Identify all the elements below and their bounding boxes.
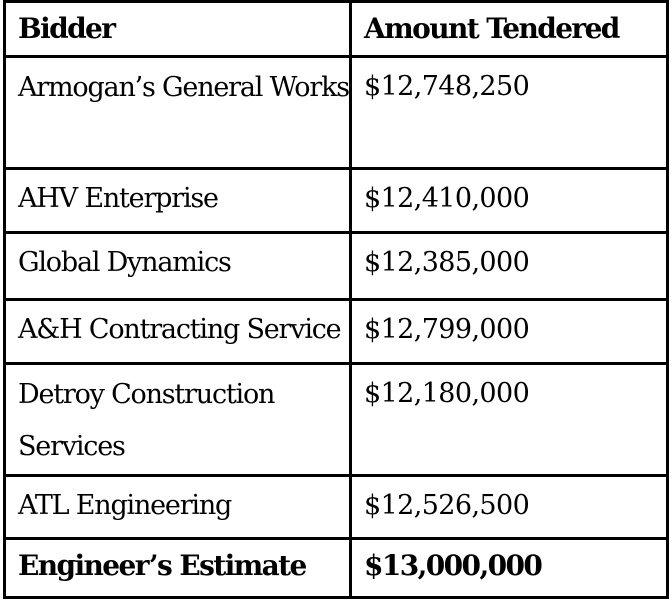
amount-cell: $12,748,250 (349, 55, 669, 171)
estimate-amount-cell: $13,000,000 (349, 537, 669, 599)
amount-cell: $12,799,000 (349, 298, 669, 366)
header-amount-tendered: Amount Tendered (349, 0, 669, 59)
table-row: Detroy Construction Services $12,180,000 (3, 362, 669, 477)
bidder-cell: ATL Engineering (3, 473, 352, 541)
bidder-cell: Armogan’s General Works (3, 55, 352, 171)
bidder-cell: Global Dynamics (3, 230, 352, 302)
table-total-row: Engineer’s Estimate $13,000,000 (3, 537, 669, 599)
table-row: AHV Enterprise $12,410,000 (3, 167, 669, 234)
bidder-cell: A&H Contracting Service (3, 298, 352, 366)
amount-cell: $12,410,000 (349, 167, 669, 234)
table-row: Global Dynamics $12,385,000 (3, 230, 669, 302)
bidder-cell: AHV Enterprise (3, 167, 352, 234)
bids-table: Bidder Amount Tendered Armogan’s General… (3, 0, 669, 599)
table-row: ATL Engineering $12,526,500 (3, 473, 669, 541)
table-row: Armogan’s General Works $12,748,250 (3, 55, 669, 171)
amount-cell: $12,385,000 (349, 230, 669, 302)
table-row: A&H Contracting Service $12,799,000 (3, 298, 669, 366)
estimate-label-cell: Engineer’s Estimate (3, 537, 352, 599)
header-bidder: Bidder (3, 0, 352, 59)
amount-cell: $12,180,000 (349, 362, 669, 477)
table-header-row: Bidder Amount Tendered (3, 0, 669, 59)
amount-cell: $12,526,500 (349, 473, 669, 541)
bidder-cell: Detroy Construction Services (3, 362, 352, 477)
